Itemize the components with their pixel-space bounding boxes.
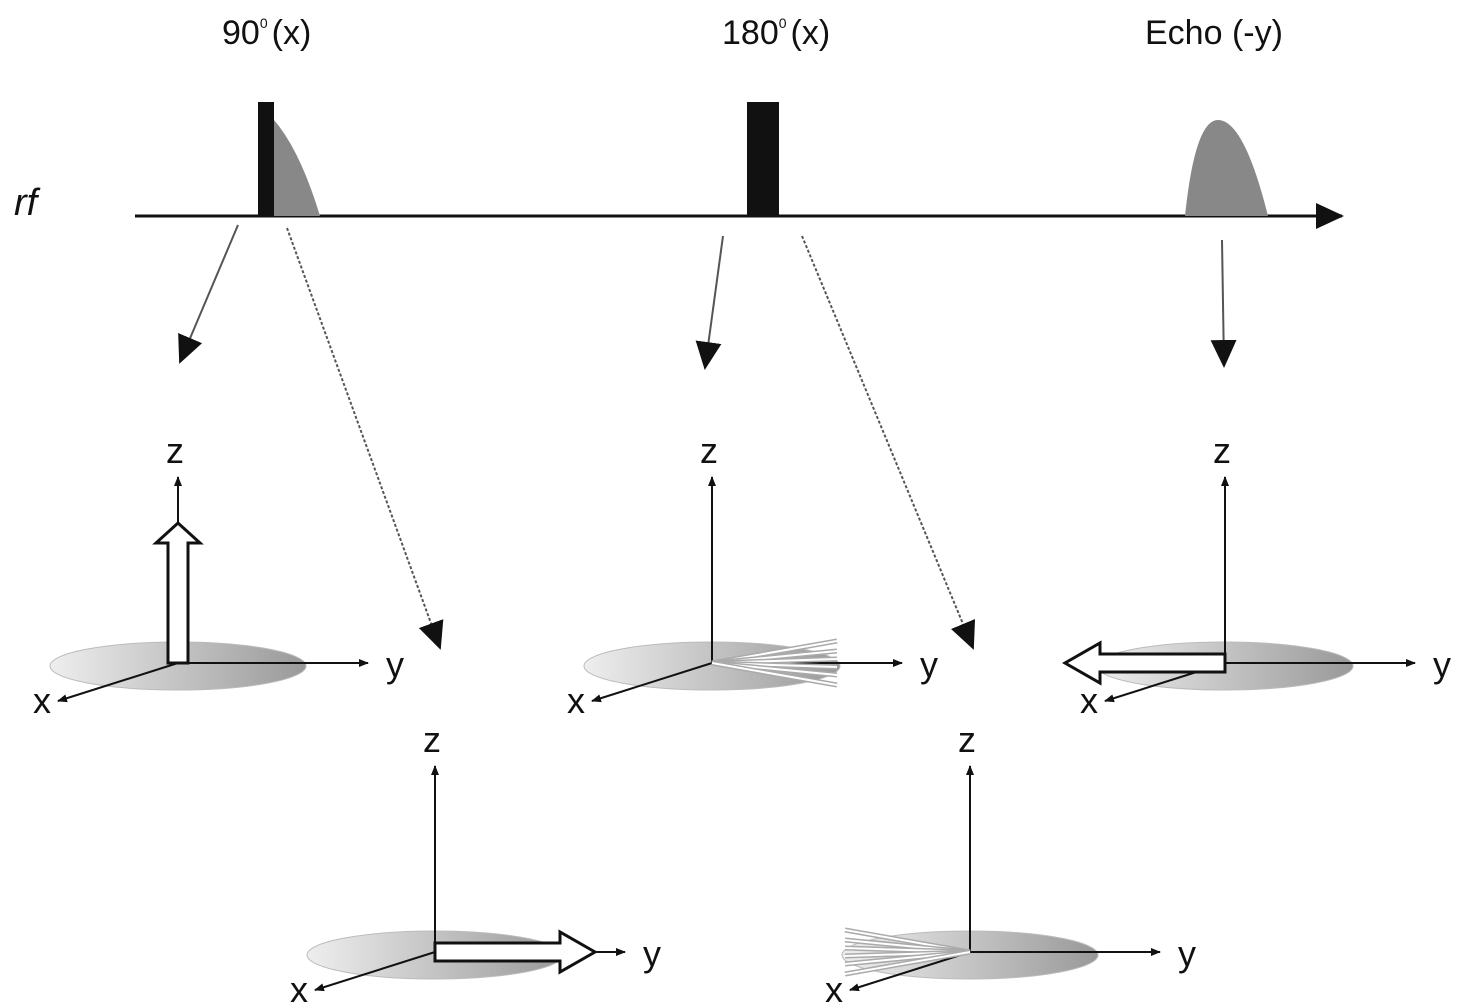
x-label: x (825, 969, 843, 1008)
x-label: x (290, 969, 308, 1008)
y-label: y (1433, 644, 1451, 685)
x-axis (57, 662, 179, 703)
pointer (1210, 239, 1237, 368)
pointer (801, 235, 976, 650)
echo-label: Echo (-y) (1145, 14, 1283, 52)
pulse-180 (747, 102, 779, 216)
fid-lobe (274, 120, 320, 216)
magnetization-vector (433, 929, 599, 975)
magnetization-vector (152, 520, 204, 665)
echo-lobe (1185, 120, 1268, 216)
pulse-sup: 0 (260, 15, 268, 31)
pointer-arrows (178, 224, 1237, 650)
z-label: z (1213, 430, 1231, 471)
x-label: x (1080, 680, 1098, 721)
z-label: z (700, 430, 718, 471)
pointer (695, 235, 724, 370)
pulse-phase: (x) (791, 14, 831, 52)
z-label: z (958, 719, 976, 760)
dephasing-vector (711, 662, 838, 686)
x-label: x (567, 680, 585, 721)
y-label: y (643, 933, 661, 974)
y-label: y (1178, 933, 1196, 974)
x-axis (591, 662, 713, 703)
x-axis (314, 951, 436, 992)
pulse-label: 900 (x) (222, 14, 311, 52)
rf-label: rf (14, 182, 41, 224)
z-label: z (423, 719, 441, 760)
magnetization-vector (1061, 640, 1227, 686)
pointer (286, 227, 444, 650)
pointer (178, 224, 239, 364)
y-label: y (386, 644, 404, 685)
pulse-angle: 180 (722, 14, 779, 52)
pulse-90 (258, 102, 274, 216)
pulse-label: 1800 (x) (722, 14, 830, 52)
y-label: y (920, 644, 938, 685)
x-axis (849, 951, 971, 992)
z-label: z (166, 430, 184, 471)
pulse-angle: 90 (222, 14, 260, 52)
x-label: x (33, 680, 51, 721)
dephasing-vector (844, 951, 971, 975)
pulse-phase: (x) (272, 14, 312, 52)
pulse-sup: 0 (779, 15, 787, 31)
